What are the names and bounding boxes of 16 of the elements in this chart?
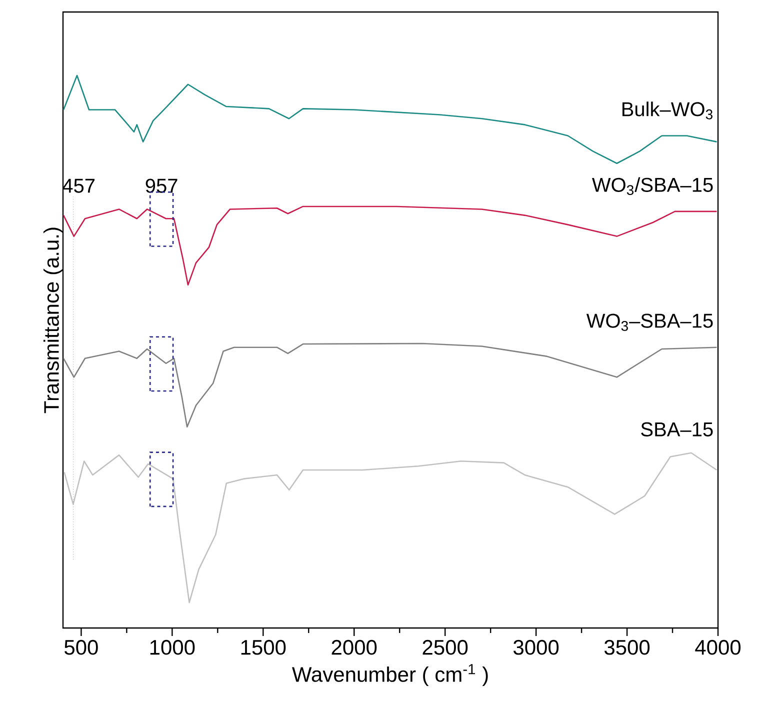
- x-tick-label: 500: [64, 640, 98, 655]
- x-tick-label: 1500: [241, 640, 286, 655]
- y-axis-title: Transmittance (a.u.): [44, 228, 64, 414]
- x-axis-title: Wavenumber ( cm$^{-1}$ ): [292, 664, 488, 686]
- annotation: 957: [146, 178, 178, 193]
- series-label: Bulk–WO$_{3}$: [622, 102, 712, 120]
- x-tick-label: 3500: [604, 640, 650, 655]
- x-tick-label: 1000: [150, 640, 195, 655]
- series-label: SBA–15: [641, 422, 713, 436]
- series-label: WO$_{3}$–SBA–15: [586, 314, 713, 331]
- x-tick-label: 2000: [332, 640, 377, 655]
- x-tick-label: 2500: [422, 640, 468, 655]
- x-tick-label: 3000: [514, 640, 559, 655]
- series-label: WO$_{3}$/SBA–15: [592, 177, 713, 196]
- ref-line-label: 457: [62, 178, 94, 193]
- x-tick-label: 4000: [695, 640, 741, 655]
